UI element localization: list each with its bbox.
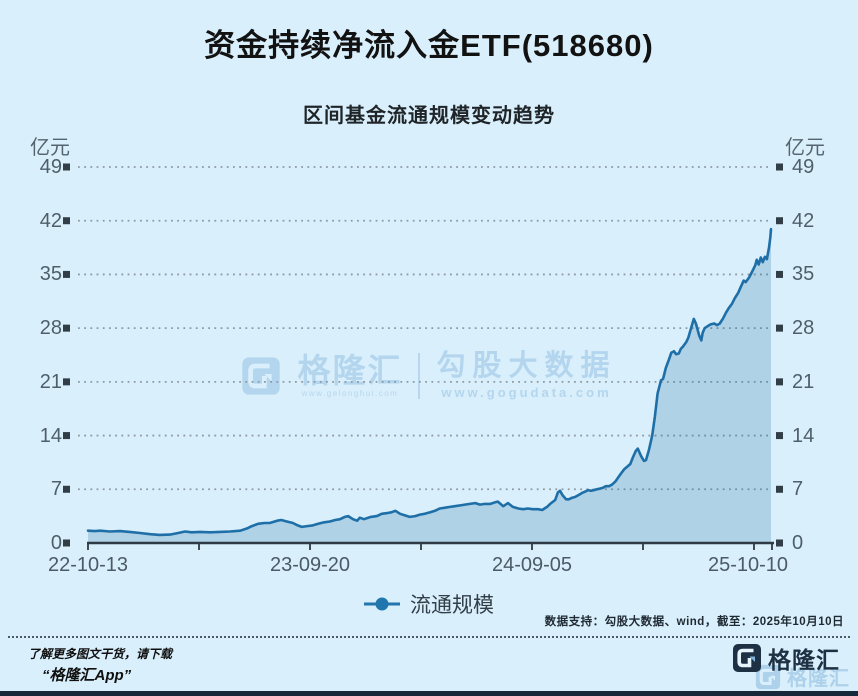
brand-name: 格隆汇 [768, 647, 840, 673]
watermark-brand-url: www.gelonghui.com [301, 388, 399, 398]
y-tick-label-right-0: 0 [792, 532, 804, 554]
gelonghui-logo-icon [733, 644, 761, 672]
y-tick-square-left-0 [63, 539, 70, 547]
gelonghui-logo-icon [755, 664, 781, 689]
legend: 流通规模 [0, 589, 858, 619]
y-tick-label-right-35: 35 [792, 263, 815, 285]
y-tick-square-right-49 [776, 163, 783, 171]
y-tick-label-left-7: 7 [50, 478, 62, 500]
watermark-partner-block: 勾股大数据 www.gogudata.com [436, 350, 617, 400]
y-tick-label-right-21: 21 [792, 371, 815, 393]
y-axis-unit-left: 亿元 [30, 137, 70, 159]
watermark: 格隆汇 www.gelonghui.com 勾股大数据 www.gogudata… [0, 352, 858, 399]
x-tick-label-22-10-13: 22-10-13 [47, 554, 129, 576]
footer-promo-line1: 了解更多图文干货，请下载 [28, 647, 173, 661]
y-tick-square-right-42 [776, 217, 783, 225]
bottom-accent-bar [0, 691, 858, 696]
footer-divider [8, 636, 850, 638]
series-line [86, 227, 773, 537]
chart-title: 区间基金流通规模变动趋势 [303, 105, 555, 127]
y-tick-square-left-21 [63, 378, 70, 386]
y-tick-label-left-35: 35 [39, 263, 62, 285]
y-tick-square-left-49 [63, 163, 70, 171]
y-tick-label-left-14: 14 [39, 425, 62, 447]
brand-name-echo: 格隆汇 [787, 668, 850, 690]
y-tick-label-left-49: 49 [39, 156, 62, 178]
y-tick-label-left-28: 28 [39, 317, 62, 339]
legend-item-flow-scale[interactable]: 流通规模 [364, 589, 494, 619]
y-tick-label-right-14: 14 [792, 425, 815, 447]
y-tick-square-right-21 [776, 378, 783, 386]
y-tick-square-right-35 [776, 270, 783, 278]
y-tick-label-right-28: 28 [792, 317, 815, 339]
y-tick-square-right-7 [776, 485, 783, 493]
footer-app-name: “格隆汇App” [42, 667, 132, 684]
x-tick-label-25-10-10: 25-10-10 [707, 554, 789, 576]
data-source-note: 数据支持：勾股大数据、wind，截至：2025年10月10日 [544, 616, 844, 628]
page-title: 资金持续净流入金ETF(518680) [204, 28, 654, 63]
y-tick-label-right-49: 49 [792, 156, 815, 178]
y-tick-square-right-28 [776, 324, 783, 332]
y-tick-label-left-42: 42 [39, 210, 62, 232]
x-tick-label-23-09-20: 23-09-20 [269, 554, 351, 576]
series-area-fill [88, 229, 771, 543]
x-tick-label-24-09-05: 24-09-05 [491, 554, 573, 576]
y-tick-label-right-7: 7 [792, 478, 804, 500]
legend-line-marker-icon [364, 597, 400, 611]
y-axis-unit-right: 亿元 [785, 137, 825, 159]
legend-label: 流通规模 [410, 594, 494, 617]
y-tick-label-left-21: 21 [39, 371, 62, 393]
watermark-partner-text: 勾股大数据 [436, 350, 617, 382]
y-tick-square-left-42 [63, 217, 70, 225]
y-tick-label-right-42: 42 [792, 210, 815, 232]
gelonghui-logo-icon [242, 356, 281, 395]
y-tick-label-left-0: 0 [50, 532, 62, 554]
y-tick-square-left-35 [63, 270, 70, 278]
y-tick-square-right-14 [776, 432, 783, 440]
watermark-divider [418, 352, 421, 399]
watermark-partner-url: www.gogudata.com [441, 385, 612, 400]
y-tick-square-left-7 [63, 485, 70, 493]
brand-logo: 格隆汇 [732, 641, 840, 675]
y-tick-square-right-0 [776, 539, 783, 547]
brand-logo-echo: 格隆汇 [755, 662, 850, 691]
y-tick-square-left-28 [63, 324, 70, 332]
y-tick-square-left-14 [63, 432, 70, 440]
